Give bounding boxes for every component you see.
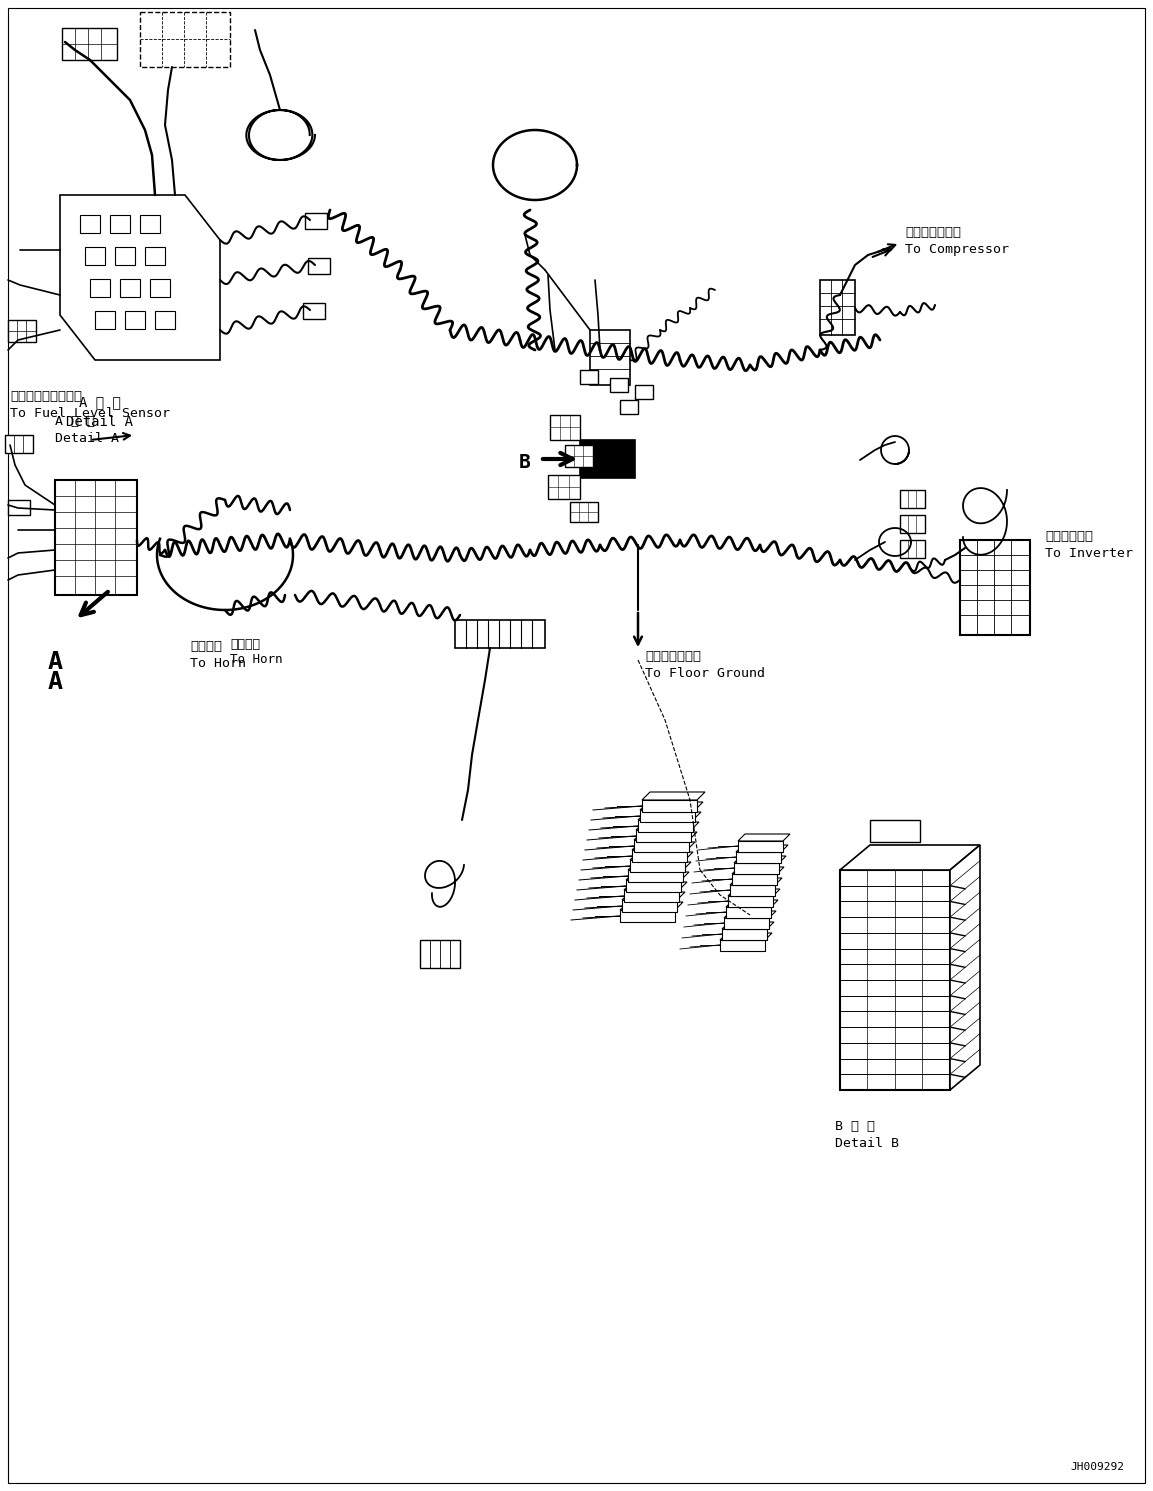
Bar (80, 215, 100, 233)
Bar (719, 939, 764, 951)
Text: To Inverter: To Inverter (1045, 547, 1133, 561)
Bar (95, 312, 115, 330)
Bar (621, 901, 677, 912)
Bar (580, 370, 598, 385)
Bar (8, 499, 30, 514)
Bar (455, 620, 545, 649)
Text: A 詳 細: A 詳 細 (55, 414, 95, 428)
Bar (62, 28, 116, 60)
Text: To Compressor: To Compressor (905, 243, 1009, 256)
Bar (620, 910, 675, 921)
Bar (730, 886, 775, 896)
Polygon shape (841, 845, 980, 871)
Text: To Horn: To Horn (190, 658, 246, 669)
Bar (630, 860, 685, 872)
Text: A: A (47, 669, 62, 693)
Bar (900, 491, 925, 508)
Bar (841, 871, 950, 1090)
Text: ホーンへ: ホーンへ (190, 640, 223, 653)
Bar (620, 400, 638, 414)
Bar (724, 918, 769, 929)
Bar (900, 540, 925, 558)
Bar (55, 480, 137, 595)
Bar (90, 279, 110, 297)
Bar (150, 279, 169, 297)
Bar (565, 444, 593, 467)
Bar (728, 896, 773, 907)
Bar (640, 810, 695, 822)
Bar (85, 248, 105, 265)
Bar (120, 279, 140, 297)
Bar (145, 248, 165, 265)
Text: To Floor Ground: To Floor Ground (645, 666, 764, 680)
Text: Detail B: Detail B (835, 1138, 899, 1150)
Bar (628, 871, 683, 883)
Bar (570, 502, 598, 522)
Text: Detail A: Detail A (55, 432, 119, 444)
Bar (155, 312, 175, 330)
Bar (960, 540, 1030, 635)
Text: ホーンへ: ホーンへ (229, 638, 259, 652)
Text: Detail A: Detail A (67, 414, 134, 429)
Bar (726, 907, 771, 918)
Bar (140, 215, 160, 233)
Text: インバータへ: インバータへ (1045, 529, 1093, 543)
Text: To Horn: To Horn (229, 653, 282, 666)
Text: A: A (47, 650, 62, 674)
Text: B: B (519, 452, 530, 471)
Bar (632, 850, 687, 862)
Text: JH009292: JH009292 (1070, 1463, 1124, 1472)
Bar (636, 830, 691, 842)
Bar (306, 213, 327, 230)
Bar (548, 476, 580, 499)
Bar (303, 303, 325, 319)
Bar (871, 820, 920, 842)
Bar (642, 801, 698, 813)
Bar (125, 312, 145, 330)
Bar (140, 12, 229, 67)
Bar (722, 929, 767, 939)
Text: To Fuel Level Sensor: To Fuel Level Sensor (10, 407, 169, 420)
Polygon shape (950, 845, 980, 1090)
Bar (624, 890, 679, 902)
Bar (590, 330, 630, 385)
Bar (420, 939, 460, 968)
Bar (8, 321, 36, 341)
Bar (550, 414, 580, 440)
Bar (115, 248, 135, 265)
Bar (738, 841, 783, 851)
Bar (626, 880, 681, 892)
Bar (736, 851, 781, 863)
Bar (610, 379, 628, 392)
Bar (308, 258, 330, 274)
Bar (110, 215, 130, 233)
Bar (635, 385, 653, 400)
Text: 燃料レベルセンサへ: 燃料レベルセンサへ (10, 391, 82, 403)
Bar (5, 435, 33, 453)
Bar (734, 863, 779, 874)
Text: B 詳 細: B 詳 細 (835, 1120, 875, 1133)
Bar (732, 874, 777, 886)
Bar (634, 839, 689, 851)
Bar (820, 280, 856, 335)
Text: フロアアースへ: フロアアースへ (645, 650, 701, 663)
Bar (900, 514, 925, 532)
Bar (580, 440, 635, 479)
Bar (638, 820, 693, 832)
Text: コンプレッサへ: コンプレッサへ (905, 227, 960, 239)
Text: A 詳 細: A 詳 細 (80, 395, 121, 409)
